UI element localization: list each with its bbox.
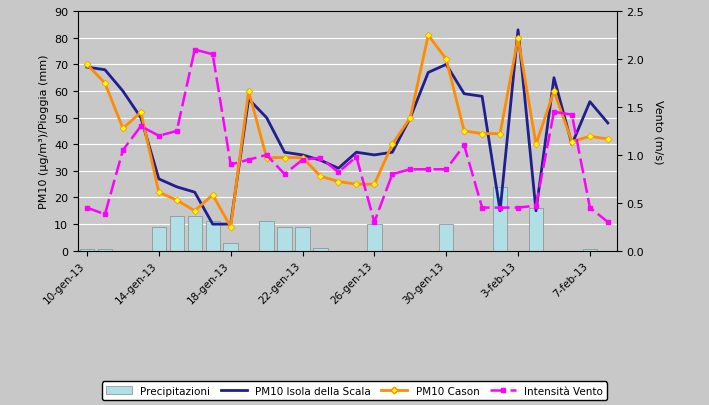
Bar [188,217,202,251]
Y-axis label: Vento (m/s): Vento (m/s) [654,100,664,164]
Bar [259,222,274,251]
Bar [277,227,291,251]
Bar [313,248,328,251]
Bar [98,250,112,251]
Bar [169,217,184,251]
Bar [583,250,597,251]
Bar [80,250,94,251]
Bar [367,224,381,251]
Bar [206,222,220,251]
Bar [223,243,238,251]
Bar [296,227,310,251]
Bar [529,209,543,251]
Y-axis label: PM10 (μg/m³)/Pioggia (mm): PM10 (μg/m³)/Pioggia (mm) [38,55,49,209]
Legend: Precipitazioni, PM10 Isola della Scala, PM10 Cason, Intensità Vento: Precipitazioni, PM10 Isola della Scala, … [102,382,607,400]
Bar [493,188,507,251]
Bar [439,224,453,251]
Bar [152,227,166,251]
